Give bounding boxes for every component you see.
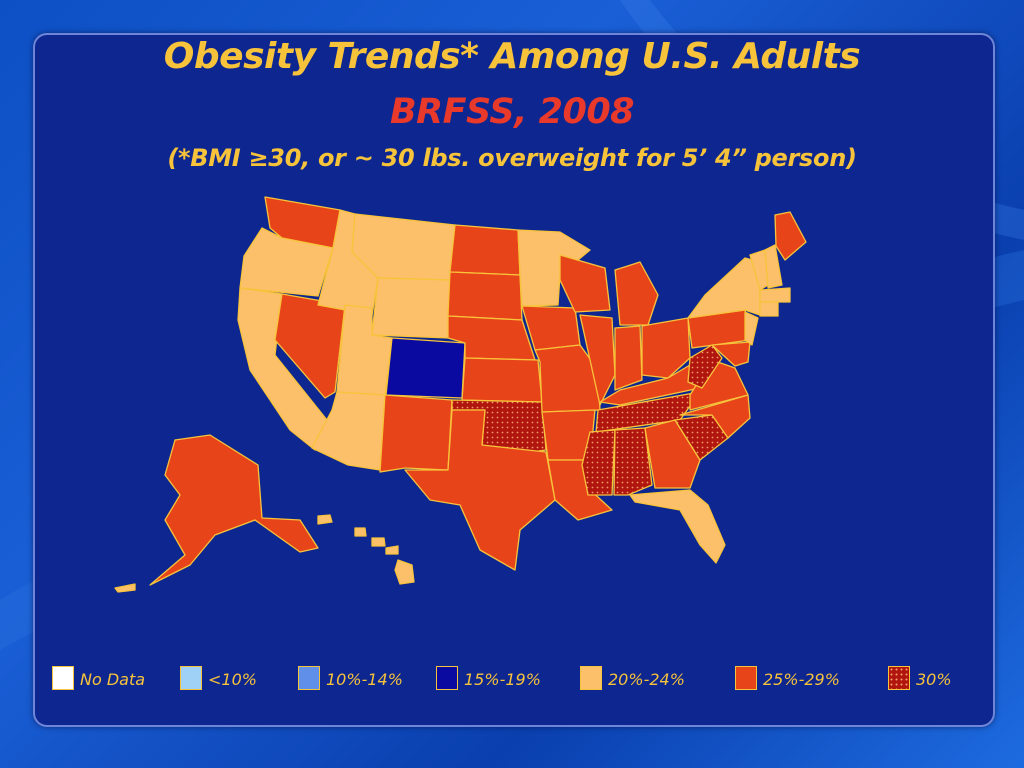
state-or [239,227,334,297]
state-co [385,337,466,399]
state-ga [644,419,701,489]
state-ia [521,305,581,351]
slide-subtitle: BRFSS, 2008 [389,92,635,132]
legend-label: 10%-14% [326,670,403,689]
legend-swatch [735,666,757,690]
legend-swatch [298,666,320,690]
legend-label: <10% [208,670,257,689]
state-il [579,314,616,406]
state-ms [581,429,616,496]
state-md [711,341,751,367]
legend-swatch [888,666,910,690]
legend-swatch [52,666,74,690]
state-mn [517,229,591,307]
legend: No Data <10% 10%-14% 15%-19% 20%-24% 25%-29% 3… [0,666,1024,696]
state-nj [744,311,759,346]
state-nm [379,394,453,473]
legend-label: 25%-29% [763,670,840,689]
state-tx [404,409,556,571]
legend-swatch [436,666,458,690]
state-ks [461,357,543,403]
state-al [613,427,653,496]
state-sd [447,271,523,321]
state-mi [614,261,659,326]
state-ny [687,257,761,319]
legend-label: 20%-24% [608,670,685,689]
legend-label: 30% [916,670,952,689]
state-hi [317,514,415,585]
state-ma [759,287,791,303]
slide-footnote: (*BMI ≥30, or ~ 30 lbs. overweight for 5… [167,144,857,172]
legend-label: 15%-19% [464,670,541,689]
legend-label: No Data [80,670,146,689]
state-wi [559,254,611,313]
state-oh [641,317,691,379]
state-wy [371,277,451,339]
state-wv [687,344,723,389]
state-in [614,325,643,391]
state-nh [764,244,783,289]
slide-title: Obesity Trends* Among U.S. Adults [163,36,861,77]
state-fl [629,489,726,564]
state-ct [759,301,779,317]
state-az [311,391,386,471]
legend-swatch [580,666,602,690]
state-me [774,211,807,261]
state-nd [449,224,521,276]
us-obesity-map [114,196,807,593]
legend-swatch [180,666,202,690]
ak-aleutians [114,583,136,593]
state-ak [149,434,319,586]
